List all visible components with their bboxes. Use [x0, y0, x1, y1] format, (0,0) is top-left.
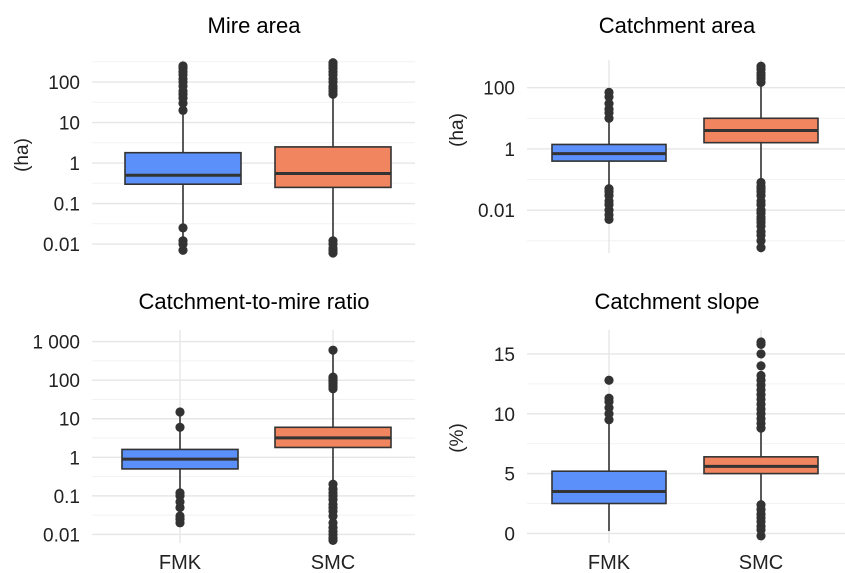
outlier-point — [756, 500, 766, 510]
outlier-point — [756, 337, 766, 347]
box-iqr — [124, 151, 242, 185]
panel-title: Catchment-to-mire ratio — [138, 289, 369, 314]
boxes — [551, 337, 819, 541]
panel-catchment-area: Catchment area (ha) 0.01 1 100 — [447, 13, 845, 253]
y-tick-label: 100 — [48, 73, 80, 94]
y-tick-label: 100 — [48, 371, 80, 392]
box-smc — [274, 58, 392, 258]
boxes — [121, 345, 392, 546]
y-ticks: 0.01 0.1 1 10 100 — [43, 73, 80, 256]
y-tick-label: 1 — [504, 140, 515, 161]
outlier-point — [175, 407, 185, 417]
box-iqr — [551, 470, 667, 505]
x-category-label: FMK — [159, 552, 202, 573]
outlier-point — [178, 61, 188, 71]
y-tick-label: 1 — [69, 448, 80, 469]
panel-catchment-slope: Catchment slope (%) 0 5 10 15 FMK SMC — [447, 289, 845, 573]
y-tick-label: 10 — [59, 114, 80, 135]
y-tick-label: 0.1 — [54, 195, 80, 216]
outlier-point — [328, 518, 338, 528]
outlier-point — [328, 58, 338, 68]
y-tick-label: 100 — [483, 79, 515, 100]
x-category-label: SMC — [739, 552, 783, 573]
y-tick-label: 0.01 — [478, 201, 515, 222]
outlier-point — [175, 422, 185, 432]
y-tick-label: 15 — [494, 345, 515, 366]
y-tick-label: 0 — [504, 524, 515, 545]
outlier-point — [175, 511, 185, 521]
box-smc — [703, 61, 819, 253]
outlier-point — [756, 370, 766, 381]
outlier-point — [328, 372, 338, 382]
outlier-point — [604, 87, 614, 98]
panel-title: Catchment area — [599, 13, 756, 38]
outlier-point — [756, 177, 766, 188]
outlier-point — [604, 375, 614, 385]
outlier-point — [756, 349, 766, 359]
box-iqr — [274, 146, 392, 189]
panel-mire-area: Mire area (ha) 0.01 0.1 1 10 100 — [12, 13, 415, 258]
outlier-point — [328, 479, 338, 489]
y-ticks: 0.01 1 100 — [478, 79, 515, 223]
outlier-point — [604, 99, 614, 109]
panel-title: Catchment slope — [594, 289, 759, 314]
x-categories: FMK SMC — [588, 552, 783, 573]
box-smc — [274, 345, 392, 546]
x-categories: FMK SMC — [159, 552, 355, 573]
box-fmk — [551, 87, 667, 225]
box-fmk — [551, 375, 667, 532]
y-tick-label: 0.01 — [43, 525, 80, 546]
box-smc — [703, 337, 819, 541]
box-fmk — [121, 407, 239, 528]
outlier-point — [178, 223, 188, 233]
boxes — [551, 61, 819, 253]
outlier-point — [604, 393, 614, 403]
boxes — [124, 58, 392, 258]
y-tick-label: 1 — [69, 154, 80, 175]
x-category-label: FMK — [588, 552, 631, 573]
y-tick-label: 0.01 — [43, 235, 80, 256]
y-tick-label: 0.1 — [54, 487, 80, 508]
y-tick-label: 10 — [494, 405, 515, 426]
y-axis-title: (ha) — [12, 138, 33, 172]
box-fmk — [124, 61, 242, 255]
x-category-label: SMC — [311, 552, 355, 573]
panel-catchment-to-mire-ratio: Catchment-to-mire ratio 0.01 0.1 1 10 100 1 0… — [32, 289, 415, 573]
outlier-point — [756, 61, 766, 71]
y-tick-label: 10 — [59, 410, 80, 431]
outlier-point — [756, 243, 766, 253]
y-ticks: 0.01 0.1 1 10 100 1 000 — [32, 333, 80, 547]
grid — [527, 330, 845, 543]
y-ticks: 0 5 10 15 — [494, 345, 515, 545]
y-tick-label: 1 000 — [32, 333, 80, 354]
y-axis-title: (%) — [447, 423, 468, 453]
y-tick-label: 5 — [504, 465, 515, 486]
outlier-point — [175, 488, 185, 498]
outlier-point — [328, 236, 338, 246]
outlier-point — [178, 105, 188, 115]
panel-title: Mire area — [208, 13, 302, 38]
outlier-point — [604, 184, 614, 194]
outlier-point — [178, 236, 188, 246]
outlier-point — [756, 361, 766, 371]
outlier-point — [328, 345, 338, 355]
y-axis-title: (ha) — [447, 113, 468, 147]
